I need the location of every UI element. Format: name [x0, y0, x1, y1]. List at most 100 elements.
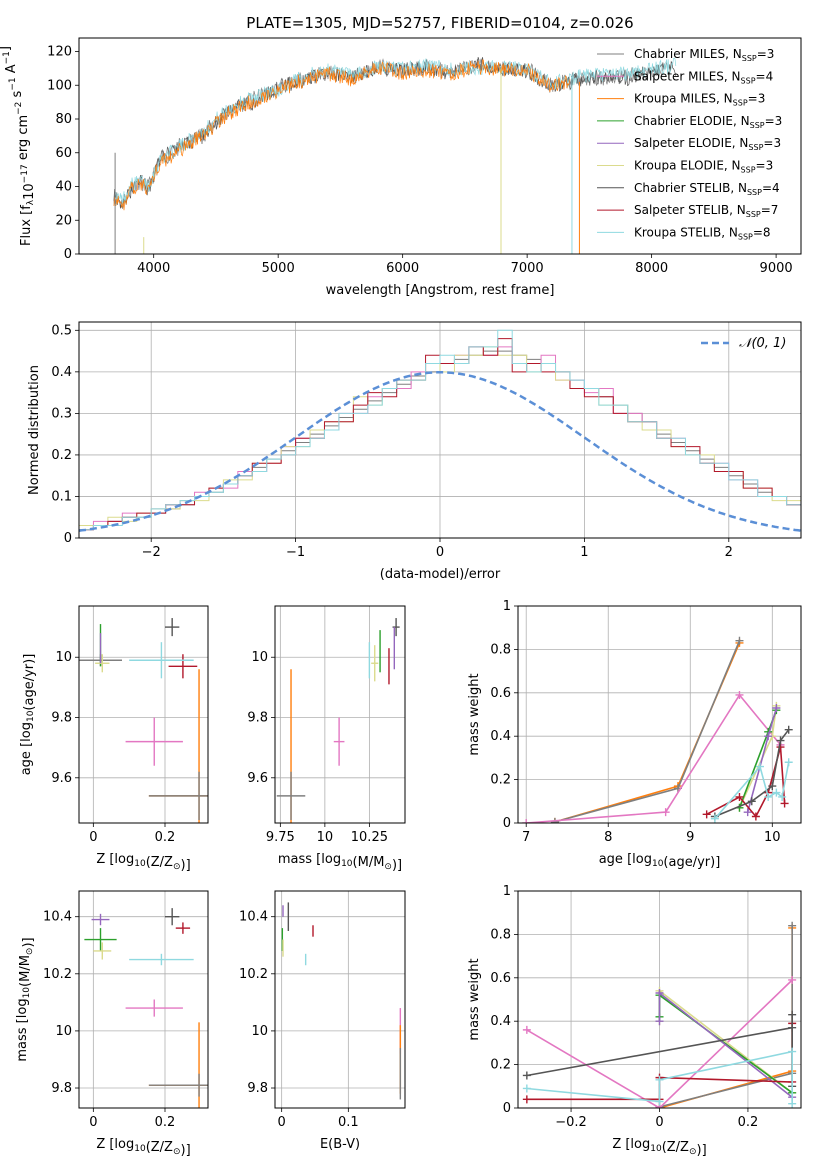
x-axis-label-part: (Z/Z	[146, 855, 173, 870]
x-tick-label: 9.75	[266, 830, 295, 845]
legend-label: Salpeter STELIB, N	[634, 203, 746, 217]
legend-entry: Kroupa STELIB, NSSP=8	[634, 225, 771, 241]
legend-suffix: =3	[765, 114, 783, 128]
x-axis-label: wavelength [Angstrom, rest frame]	[326, 283, 555, 298]
x-tick-label: 4000	[137, 261, 170, 276]
weight-marker	[788, 975, 797, 984]
x-tick-label: 0.2	[155, 830, 176, 845]
x-axis-label-part: Z [log	[96, 1137, 134, 1152]
x-axis-label-part: ⊙	[173, 1147, 181, 1157]
legend-sub: SSP	[742, 54, 757, 63]
x-tick-label: 10	[317, 830, 334, 845]
errorbar-point	[371, 645, 379, 682]
y-tick-label: 0.1	[51, 489, 72, 504]
y-tick-label: 10	[55, 650, 72, 665]
x-axis-label-part: 10	[134, 859, 146, 869]
legend-label: Chabrier ELODIE, N	[634, 114, 750, 128]
x-tick-label: 5000	[262, 261, 295, 276]
x-tick-label: −0.2	[555, 1115, 587, 1130]
weight-marker	[522, 1071, 531, 1080]
x-axis-label: Z [log10(Z/Z⊙)]	[96, 1137, 190, 1158]
errorbar-point	[129, 642, 194, 679]
y-tick-label: 0.2	[51, 448, 72, 463]
x-axis-label-part: (M/M	[353, 855, 385, 870]
y-axis-label: age [log10(age/yr)]	[19, 654, 37, 776]
legend-label: Kroupa STELIB, N	[634, 225, 738, 239]
y-tick-label: 10.2	[239, 967, 268, 982]
y-axis-label: mass [log10(M/M⊙)]	[15, 937, 36, 1061]
x-tick-label: 1	[580, 545, 588, 560]
legend-suffix: =3	[756, 159, 774, 173]
weight-marker	[655, 1075, 664, 1084]
weight-marker	[788, 1047, 797, 1056]
weight-series	[554, 642, 741, 823]
y-tick-label: 0.4	[490, 729, 511, 744]
y-tick-label: 10	[251, 1024, 268, 1039]
axes-ebv-mass: 0 0.1 9.8 10 10.2 10.4 E(B-V)	[239, 890, 406, 1152]
y-axis-label-part: 10	[22, 987, 32, 999]
y-axis-label-part: )]	[21, 937, 36, 947]
y-axis-label: mass weight	[467, 958, 482, 1040]
y-tick-label: 0.6	[490, 971, 511, 986]
x-axis-label-part: )]	[697, 1143, 707, 1158]
y-tick-label: 9.6	[51, 771, 72, 786]
errorbar-point	[165, 618, 180, 637]
gridlines	[79, 606, 208, 823]
axes-frame	[78, 37, 802, 255]
spectrum-series	[113, 59, 571, 211]
y-tick-label: 0.3	[51, 406, 72, 421]
y-tick-label: 10	[55, 1024, 72, 1039]
weight-marker	[772, 788, 781, 797]
weight-marker	[784, 758, 793, 767]
y-axis-label-part: Flux [f	[19, 205, 34, 246]
histogram-series	[79, 329, 801, 538]
errorbar-point	[168, 654, 198, 679]
errorbar-points	[281, 902, 402, 1100]
legend-entry: Chabrier MILES, NSSP=3	[634, 47, 774, 63]
axes-frame	[78, 605, 209, 824]
legend-label: Salpeter MILES, N	[634, 69, 741, 83]
weight-marker	[522, 1025, 531, 1034]
y-tick-label: 0	[64, 247, 72, 262]
x-tick-label: 0	[89, 830, 97, 845]
weight-marker	[522, 819, 531, 823]
x-axis-label-part: )]	[392, 858, 402, 873]
legend-sub: SSP	[746, 210, 761, 219]
x-axis-label-part: 10	[134, 1144, 146, 1154]
gaussian-curve	[79, 371, 801, 532]
x-tick-label: −2	[142, 545, 161, 560]
legend-sub: SSP	[738, 232, 753, 241]
weight-marker	[764, 732, 773, 741]
axes-frame	[78, 890, 209, 1109]
errorbar-point	[125, 999, 183, 1017]
x-tick-label: 0	[655, 1115, 663, 1130]
y-tick-label: 9.8	[247, 1081, 268, 1096]
weight-marker	[788, 1023, 797, 1032]
x-axis-label: mass [log10(M/M⊙)]	[278, 852, 402, 873]
axes-z-weight: −0.2 0 0.2 0 0.2 0.4 0.6 0.8 1 mass weight Z [log1…	[467, 884, 802, 1158]
weight-series	[706, 746, 786, 818]
x-tick-label: 0.2	[155, 1115, 176, 1130]
legend-entry: Salpeter STELIB, NSSP=7	[634, 203, 778, 219]
x-tick-label: 0	[89, 1115, 97, 1130]
x-axis-label-part: 10	[652, 859, 664, 869]
legend-entry: Salpeter ELODIE, NSSP=3	[634, 136, 781, 152]
x-tick-label: 0	[278, 1115, 286, 1130]
weight-marker	[735, 792, 744, 801]
weight-lines	[522, 636, 793, 823]
histogram-series	[79, 338, 801, 538]
y-tick-label: 60	[55, 146, 72, 161]
gridlines	[79, 322, 801, 539]
y-axis-label-part: −1	[2, 51, 12, 64]
weight-marker	[735, 636, 744, 645]
x-tick-label: 0.2	[738, 1115, 759, 1130]
weight-marker	[550, 817, 559, 823]
y-tick-label: 9.8	[247, 711, 268, 726]
legend-sub: SSP	[733, 99, 748, 108]
y-tick-label: 100	[47, 78, 72, 93]
x-axis-label-part: mass [log	[278, 852, 341, 867]
weight-marker	[747, 797, 756, 806]
weight-marker	[764, 792, 773, 801]
